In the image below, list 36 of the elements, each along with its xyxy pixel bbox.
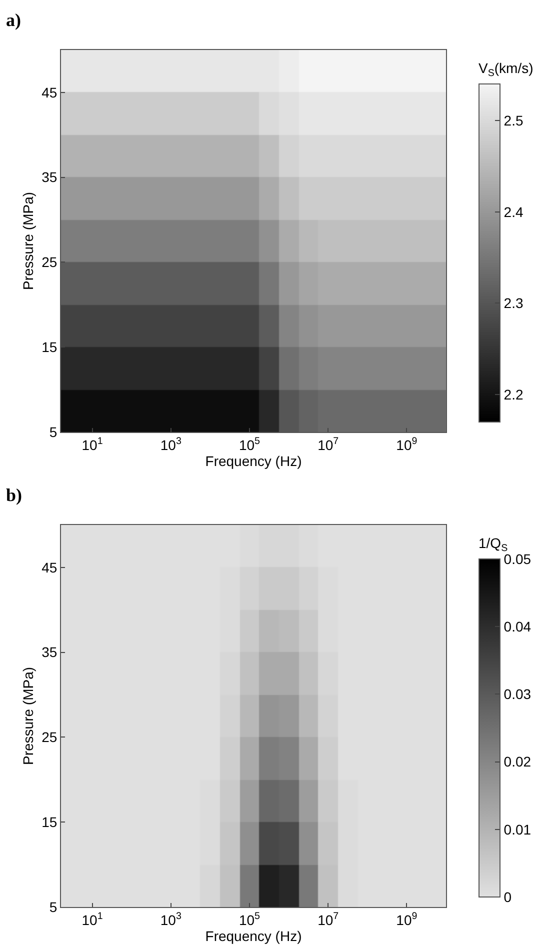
x-tick-label: 10$^{9}$: [396, 910, 418, 928]
color-bar-label: 2.3: [504, 295, 524, 312]
color-bar-label: 2.2: [504, 386, 524, 402]
color-bar-label: 0.01: [504, 821, 532, 838]
color-bar-label: 0: [504, 888, 512, 905]
x-tick-label: 10$^{5}$: [238, 436, 261, 453]
x-tick-label: 10$^{1}$: [82, 436, 103, 453]
y-tick-label: 15: [42, 339, 58, 356]
x-tick-label: 10$^{3}$: [160, 910, 182, 928]
x-axis-title: Frequency (Hz): [205, 452, 302, 469]
x-tick-label: 10$^{7}$: [318, 436, 339, 453]
chart-title: b): [6, 485, 22, 505]
x-tick-label: 10$^{9}$: [396, 436, 418, 453]
y-axis-title: Pressure (MPa): [20, 666, 36, 766]
chart-title: a): [6, 10, 21, 30]
x-axis-title: Frequency (Hz): [205, 928, 302, 944]
color-bar-title: V$_{S}$(km/s): [478, 60, 534, 79]
y-tick-label: 45: [42, 84, 58, 100]
y-tick-label: 5: [49, 898, 58, 915]
y-tick-label: 35: [42, 169, 58, 186]
y-tick-label: 45: [42, 559, 58, 576]
color-bar-label: 2.4: [504, 204, 524, 220]
y-tick-label: 25: [42, 254, 58, 270]
color-bar-label: 0.04: [504, 618, 532, 634]
x-tick-label: 10$^{1}$: [82, 910, 103, 928]
color-bar-label: 0.02: [504, 754, 532, 770]
x-tick-label: 10$^{7}$: [318, 910, 339, 928]
y-tick-label: 25: [42, 729, 58, 746]
color-bar-label: 2.5: [504, 112, 524, 128]
y-tick-label: 35: [42, 644, 58, 660]
color-bar-label: 0.03: [504, 686, 532, 702]
y-tick-label: 15: [42, 814, 58, 830]
x-tick-label: 10$^{5}$: [238, 910, 261, 928]
x-tick-label: 10$^{3}$: [160, 436, 182, 453]
y-axis-title: Pressure (MPa): [20, 192, 36, 290]
y-tick-label: 5: [49, 424, 58, 440]
